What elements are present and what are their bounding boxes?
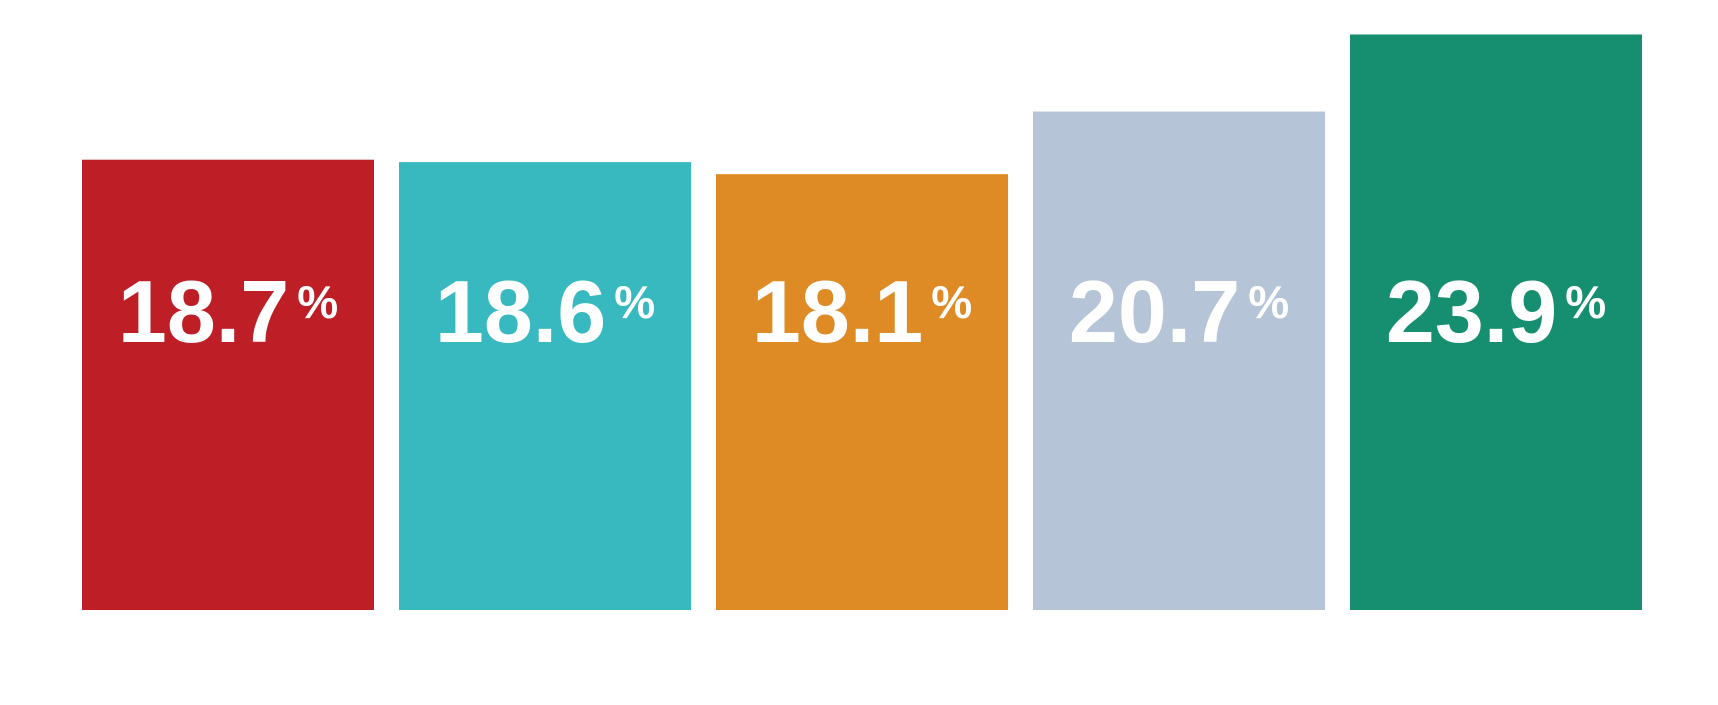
bar — [1033, 111, 1325, 610]
bar — [1350, 34, 1642, 611]
bar — [716, 174, 1008, 611]
value-label: 18.1% — [752, 262, 972, 361]
value-label: 23.9% — [1386, 262, 1606, 361]
value-label: 20.7% — [1069, 262, 1289, 361]
value-label: 18.6% — [435, 262, 655, 361]
bar — [82, 159, 374, 611]
value-label: 18.7% — [118, 262, 338, 361]
bar — [399, 162, 691, 610]
